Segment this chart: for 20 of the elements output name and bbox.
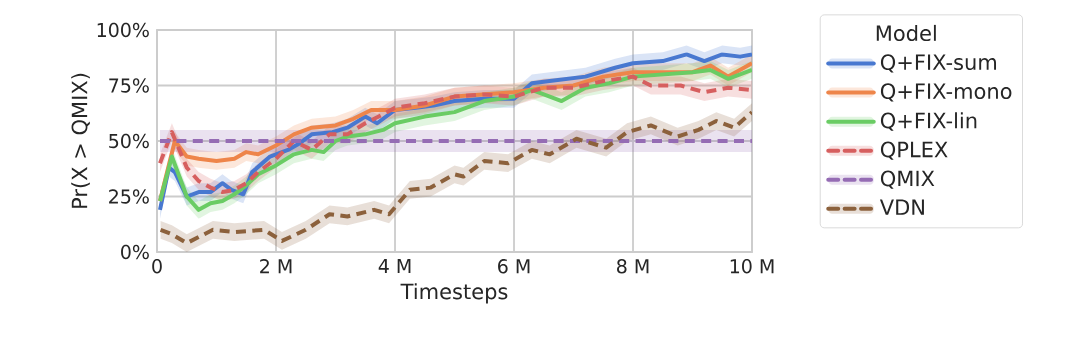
legend-label: Q+FIX-mono — [880, 83, 1012, 102]
x-tick-label: 4 M — [378, 259, 411, 273]
y-tick-label: 25% — [109, 189, 149, 204]
legend-label: Q+FIX-sum — [880, 54, 997, 73]
legend-label: VDN — [879, 199, 924, 215]
y-tick-label: 100% — [97, 22, 149, 38]
x-tick-label: 2 M — [260, 259, 292, 274]
y-tick-label: 75% — [109, 78, 149, 93]
legend-label: Q+FIX-lin — [880, 112, 977, 131]
legend-label: QMIX — [880, 170, 935, 189]
y-tick-label: 50% — [109, 133, 149, 149]
x-tick-label: 6 M — [498, 259, 530, 274]
x-tick-label: 8 M — [617, 259, 649, 274]
x-tick-label: 10 M — [730, 259, 774, 274]
legend-title: Model — [876, 24, 936, 42]
x-axis-title: Timesteps — [400, 283, 508, 304]
y-tick-label: 0% — [121, 244, 149, 260]
y-axis-title: Pr(X > QMIX) — [71, 73, 90, 208]
legend-label: QPLEX — [880, 141, 948, 160]
x-tick-label: 0 — [152, 259, 162, 274]
